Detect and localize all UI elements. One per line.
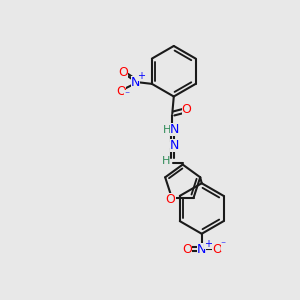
Text: O: O bbox=[182, 243, 192, 256]
Text: H: H bbox=[162, 156, 170, 166]
Text: O: O bbox=[166, 193, 176, 206]
Text: ⁻: ⁻ bbox=[221, 241, 226, 251]
Text: O: O bbox=[212, 243, 222, 256]
Text: ⁻: ⁻ bbox=[124, 90, 129, 100]
Text: N: N bbox=[170, 139, 179, 152]
Text: H: H bbox=[163, 125, 171, 135]
Text: N: N bbox=[197, 243, 206, 256]
Text: O: O bbox=[116, 85, 126, 98]
Text: O: O bbox=[182, 103, 191, 116]
Text: +: + bbox=[137, 71, 146, 81]
Text: N: N bbox=[131, 76, 140, 89]
Text: N: N bbox=[170, 123, 179, 136]
Text: O: O bbox=[118, 66, 128, 80]
Text: +: + bbox=[204, 239, 212, 249]
